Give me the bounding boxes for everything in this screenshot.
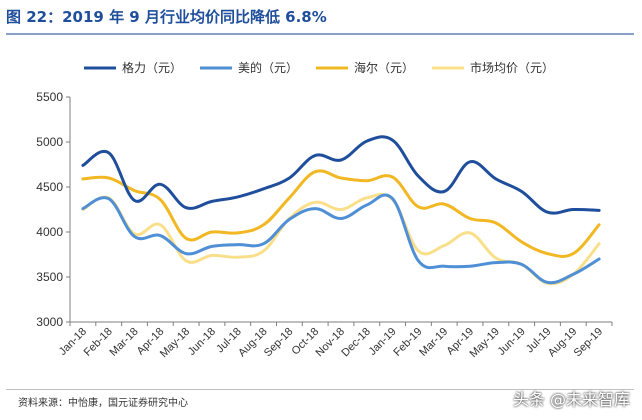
legend-label: 市场均价（元） (470, 60, 554, 75)
series-lines (81, 135, 601, 286)
source-divider (6, 389, 634, 390)
y-tick-label: 5500 (36, 90, 63, 104)
legend-label: 美的（元） (238, 60, 298, 75)
y-tick-label: 4000 (36, 225, 63, 239)
x-tick-label: Jun-18 (186, 326, 218, 358)
axes: 300035004000450050005500Jan-18Feb-18Mar-… (36, 90, 613, 360)
watermark: 头条 @未来智库 (512, 390, 630, 409)
x-tick-label: Jun-19 (496, 326, 528, 358)
y-tick-label: 3000 (36, 315, 63, 329)
y-tick-label: 4500 (36, 180, 63, 194)
series-line-3 (81, 192, 601, 286)
x-tick-label: Sep-19 (572, 326, 606, 360)
y-tick-label: 3500 (36, 270, 63, 284)
legend-label: 海尔（元） (354, 60, 414, 75)
chart-title: 图 22：2019 年 9 月行业均价同比降低 6.8% (6, 8, 327, 26)
source-note: 资料来源：中怡康，国元证券研究中心 (18, 398, 188, 409)
x-tick-label: Sep-18 (262, 326, 296, 360)
legend-label: 格力（元） (122, 60, 182, 75)
y-tick-label: 5000 (36, 135, 63, 149)
title-divider (6, 33, 634, 35)
series-line-2 (81, 169, 601, 258)
legend: 格力（元） 美的（元） 海尔（元） 市场均价（元） (84, 60, 554, 75)
x-tick-label: Dec-18 (339, 326, 373, 360)
x-tick-label: Mar-19 (417, 326, 450, 359)
series-line-0 (81, 135, 601, 215)
x-tick-label: Mar-18 (108, 326, 141, 359)
series-line-1 (81, 193, 601, 285)
